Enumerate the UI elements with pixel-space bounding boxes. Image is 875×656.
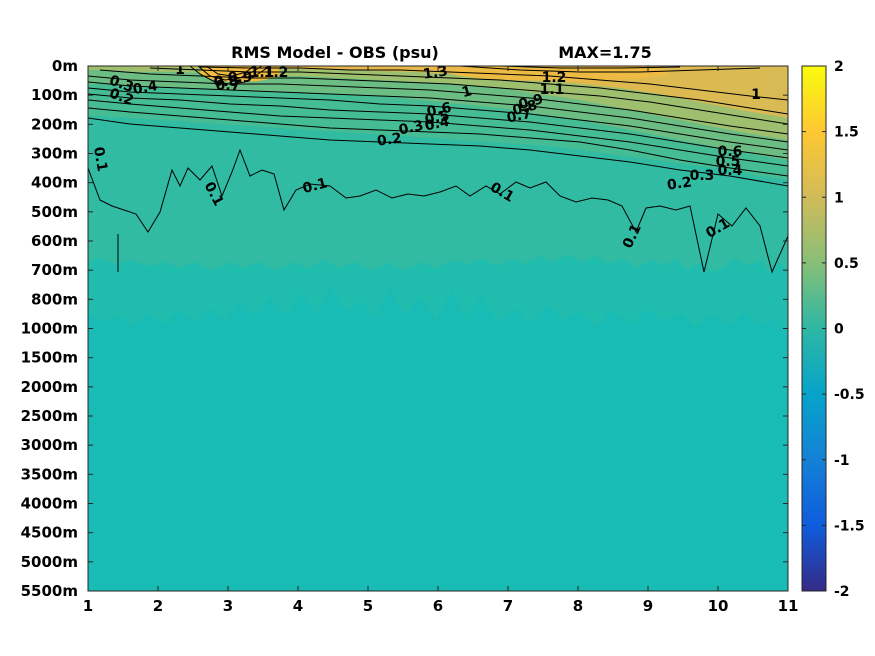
y-tick-label: 300m [31, 145, 78, 163]
x-tick-label: 11 [778, 597, 799, 615]
contour-label: 1 [175, 62, 185, 78]
y-tick-label: 0m [52, 57, 78, 75]
contour-label: 1.2 [542, 70, 567, 86]
colorbar-tick-label: 2 [834, 59, 844, 75]
x-tick-label: 9 [643, 597, 653, 615]
contour-line [88, 81, 788, 143]
y-tick-label: 5500m [21, 582, 78, 600]
y-tick-label: 5000m [21, 553, 78, 571]
y-tick-label: 700m [31, 261, 78, 279]
contour-line [99, 69, 788, 125]
contour-labels: 1 1.3 1.2 1.1 1 1 0.9 0.8 0.7 0.6 0.5 0.… [90, 62, 761, 251]
contour-label: 0.3 [690, 168, 715, 184]
contour-line [199, 66, 788, 101]
y-tick-label: 1500m [21, 349, 78, 367]
contour-label: 0.5 [716, 154, 741, 170]
contour-line [149, 67, 788, 115]
contour-line [499, 66, 681, 69]
contour-line [189, 66, 271, 85]
y-tick-label: 2000m [21, 378, 78, 396]
contour-label: 0.1 [90, 146, 110, 173]
contour-label: 1 [460, 83, 474, 101]
colorbar-tick-label: 0 [834, 322, 844, 338]
contour-line [197, 66, 263, 81]
max-value-label: MAX=1.75 [558, 43, 652, 62]
contour-label: 0.9 [228, 70, 253, 86]
contour-line [88, 93, 788, 159]
y-tick-label: 2500m [21, 407, 78, 425]
contour-line [205, 66, 255, 77]
contour-line [88, 117, 788, 187]
colorbar-tick-label: 1.5 [834, 125, 859, 141]
contour-line [88, 107, 788, 177]
y-tick-label: 800m [31, 290, 78, 308]
contour-label: 0.3 [107, 72, 136, 96]
y-tick-label: 400m [31, 174, 78, 192]
contour-label: 0.2 [666, 174, 693, 193]
contour-line [88, 75, 788, 135]
colorbar-tick-label: -0.5 [834, 387, 865, 403]
y-tick-label: 200m [31, 115, 78, 133]
surface-hotspot-right [450, 66, 670, 81]
x-axis: 1 2 3 4 5 6 7 8 9 10 11 [83, 66, 799, 615]
y-tick-label: 1000m [21, 320, 78, 338]
contour-label: 1 [751, 87, 761, 103]
contour-label: 0.2 [376, 130, 403, 149]
x-tick-label: 2 [153, 597, 163, 615]
x-tick-label: 4 [293, 597, 303, 615]
x-tick-label: 10 [708, 597, 729, 615]
contour-label: 0.6 [718, 144, 743, 160]
y-tick-label: 500m [31, 203, 78, 221]
contour-label: 0.3 [397, 118, 425, 139]
y-tick-label: 3500m [21, 465, 78, 483]
contour-label: 0.4 [718, 163, 743, 179]
colorbar-tick-label: -1 [834, 453, 850, 469]
heatmap-plot-area: 1 1.3 1.2 1.1 1 1 0.9 0.8 0.7 0.6 0.5 0.… [88, 62, 788, 591]
contour-label: 0.8 [214, 74, 239, 90]
chart-title: RMS Model - OBS (psu) [231, 43, 439, 62]
contour-label: 0.1 [301, 175, 329, 197]
colorbar-tick-label: -1.5 [834, 518, 865, 534]
y-tick-label: 100m [31, 86, 78, 104]
contour-label: 0.4 [132, 78, 159, 98]
colorbar-tick-label: -2 [834, 584, 850, 600]
colorbar-tick-label: 0.5 [834, 256, 859, 272]
y-axis: 0m 100m 200m 300m 400m 500m 600m 700m 800m 1000m 1… [21, 57, 788, 600]
contour-label: 0.9 [517, 91, 545, 113]
x-tick-label: 1 [83, 597, 93, 615]
contour-label: 0.7 [505, 106, 533, 127]
x-tick-label: 8 [573, 597, 583, 615]
x-tick-label: 6 [433, 597, 443, 615]
contour-label: 1.3 [422, 63, 449, 82]
contour-label: 0.5 [423, 108, 451, 129]
x-tick-label: 3 [223, 597, 233, 615]
contour-label: 0.2 [107, 85, 136, 109]
contour-label: 0.4 [423, 114, 451, 135]
contour-line [88, 87, 788, 151]
contour-label: 0.8 [511, 97, 539, 119]
contour-line [459, 66, 761, 73]
contour-line [88, 148, 788, 274]
contour-label: 1.1 [540, 82, 565, 98]
x-tick-label: 7 [503, 597, 513, 615]
contour-label: 1.1 [250, 65, 275, 81]
contour-lines [88, 66, 788, 274]
y-tick-label: 4000m [21, 495, 78, 513]
contour-label: 0.6 [425, 100, 453, 121]
y-tick-label: 3000m [21, 436, 78, 454]
contour-label: 1.2 [264, 65, 289, 81]
y-tick-label: 4500m [21, 524, 78, 542]
colorbar-axis: 2 1.5 1 0.5 0 -0.5 -1 -1.5 -2 [802, 59, 865, 600]
x-tick-label: 5 [363, 597, 373, 615]
y-tick-label: 600m [31, 232, 78, 250]
contour-label: 0.7 [216, 78, 241, 94]
colorbar-tick-label: 1 [834, 190, 844, 206]
contour-line [88, 99, 788, 167]
